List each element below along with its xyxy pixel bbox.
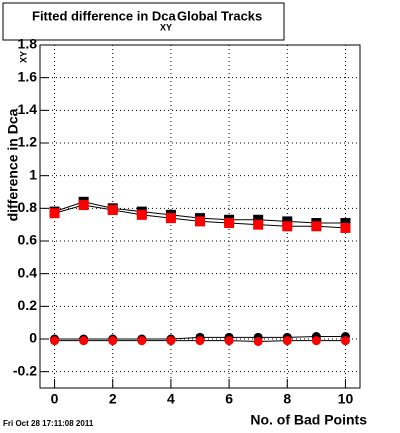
marker (311, 336, 321, 346)
chart-title: Fitted difference in Dca (32, 8, 177, 23)
x-tick-label: 4 (167, 391, 175, 407)
marker (311, 221, 322, 232)
marker (340, 222, 351, 233)
y-tick-label: 0.2 (18, 297, 38, 313)
marker (165, 213, 176, 224)
marker (166, 336, 176, 346)
marker (108, 336, 118, 346)
marker (78, 200, 89, 211)
y-tick-label: 1.4 (18, 101, 38, 117)
y-axis-label: difference in Dca (5, 108, 21, 221)
marker (224, 336, 234, 346)
marker (50, 336, 60, 346)
y-tick-label: 1.6 (18, 68, 38, 84)
y-tick-label: -0.2 (13, 362, 37, 378)
y-tick-label: 0.8 (18, 199, 38, 215)
y-tick-label: 0.4 (18, 264, 38, 280)
marker (79, 336, 89, 346)
x-tick-label: 8 (283, 391, 291, 407)
chart-title-sub: XY (160, 22, 172, 32)
marker (253, 336, 263, 346)
chart-title-end: Global Tracks (177, 8, 262, 23)
x-tick-label: 10 (338, 391, 354, 407)
marker (195, 216, 205, 227)
marker (253, 219, 264, 230)
y-tick-label: 1.8 (18, 36, 38, 52)
y-axis-label-sub: XY (18, 51, 28, 63)
marker (49, 208, 60, 219)
x-tick-label: 2 (109, 391, 117, 407)
plot-frame (39, 44, 361, 389)
y-tick-label: 0.6 (18, 232, 38, 248)
marker (282, 221, 293, 232)
y-tick-label: 0 (29, 330, 37, 346)
title-box (2, 2, 285, 41)
x-tick-label: 0 (51, 391, 59, 407)
y-tick-label: 1.2 (18, 134, 38, 150)
marker (340, 336, 350, 346)
marker (195, 336, 205, 346)
marker (282, 336, 292, 346)
x-tick-label: 6 (225, 391, 233, 407)
marker (107, 204, 118, 215)
marker (136, 209, 147, 220)
timestamp: Fri Oct 28 17:11:08 2011 (3, 419, 94, 428)
marker (224, 218, 235, 229)
y-tick-label: 1 (29, 166, 37, 182)
x-axis-label: No. of Bad Points (250, 412, 367, 428)
marker (137, 336, 147, 346)
